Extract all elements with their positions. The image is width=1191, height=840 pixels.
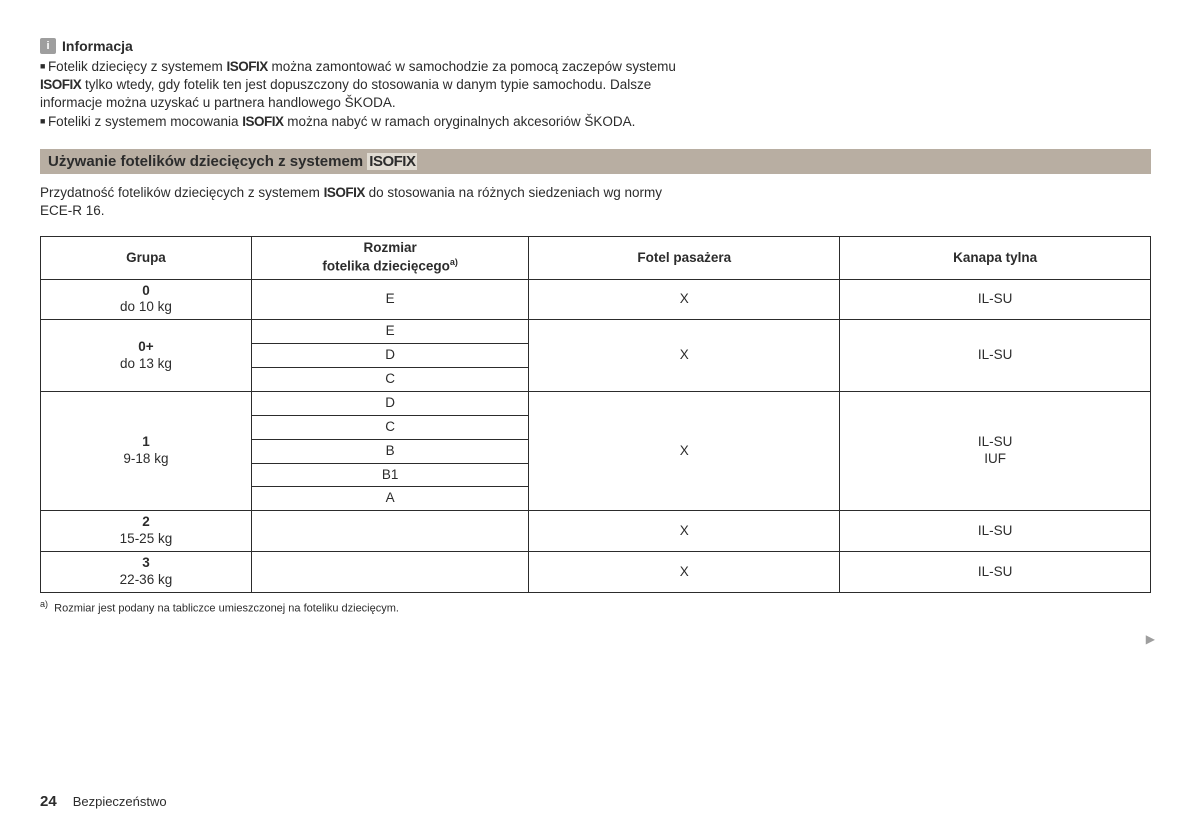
cell-grupa-3: 3 22-36 kg (41, 552, 252, 593)
isofix-label: ISOFIX (40, 77, 81, 92)
info-p1-pre: Fotelik dziecięcy z systemem (48, 59, 227, 74)
cell-kanapa: IL-SU (840, 511, 1151, 552)
cell-size-empty (251, 552, 529, 593)
footnote-text: Rozmiar jest podany na tabliczce umieszc… (54, 602, 399, 614)
cell-grupa-0p: 0+ do 13 kg (41, 320, 252, 392)
th-rozmiar: Rozmiar fotelika dziecięcegoa) (251, 237, 529, 279)
cell-size: D (251, 344, 529, 368)
g0p-bold: 0+ (138, 339, 153, 354)
th-kanapa: Kanapa tylna (840, 237, 1151, 279)
isofix-table: Grupa Rozmiar fotelika dziecięcegoa) Fot… (40, 236, 1151, 593)
cell-fotel: X (529, 320, 840, 392)
cell-fotel: X (529, 391, 840, 510)
cell-kanapa: IL-SU IUF (840, 391, 1151, 510)
cell-size: D (251, 391, 529, 415)
info-p2-pre: Foteliki z systemem mocowania (48, 114, 242, 129)
info-bullet-2: Foteliki z systemem mocowania ISOFIX moż… (40, 113, 680, 131)
g1-kanapa-l2: IUF (984, 451, 1006, 466)
g1-bold: 1 (142, 434, 150, 449)
th-fotel: Fotel pasażera (529, 237, 840, 279)
isofix-label: ISOFIX (226, 59, 267, 74)
cell-size: B1 (251, 463, 529, 487)
cell-size-empty (251, 511, 529, 552)
g2-bold: 2 (142, 514, 150, 529)
g0p-sub: do 13 kg (120, 356, 172, 371)
cell-size: C (251, 368, 529, 392)
footnote: a) Rozmiar jest podany na tabliczce umie… (40, 599, 1151, 615)
g1-sub: 9-18 kg (123, 451, 168, 466)
th-grupa: Grupa (41, 237, 252, 279)
table-row: 3 22-36 kg X IL-SU (41, 552, 1151, 593)
info-body: Fotelik dziecięcy z systemem ISOFIX możn… (40, 58, 680, 131)
cell-kanapa: IL-SU (840, 320, 1151, 392)
isofix-label: ISOFIX (242, 114, 283, 129)
continue-arrow-icon: ▶ (1146, 632, 1155, 646)
info-title: Informacja (62, 38, 133, 54)
cell-kanapa: IL-SU (840, 279, 1151, 320)
info-p2-post: można nabyć w ramach oryginalnych akceso… (284, 114, 636, 129)
table-row: 0 do 10 kg E X IL-SU (41, 279, 1151, 320)
cell-size: C (251, 415, 529, 439)
table-row: 0+ do 13 kg E X IL-SU (41, 320, 1151, 344)
cell-size: A (251, 487, 529, 511)
cell-grupa-2: 2 15-25 kg (41, 511, 252, 552)
footer-section: Bezpieczeństwo (73, 794, 167, 809)
th-rozmiar-l1: Rozmiar (364, 240, 417, 255)
section-heading-bar: Używanie fotelików dziecięcych z systeme… (40, 149, 1151, 174)
cell-size: E (251, 320, 529, 344)
cell-fotel: X (529, 552, 840, 593)
g3-sub: 22-36 kg (120, 572, 173, 587)
table-row: 1 9-18 kg D X IL-SU IUF (41, 391, 1151, 415)
page-footer: 24 Bezpieczeństwo (40, 793, 167, 810)
cell-grupa-1: 1 9-18 kg (41, 391, 252, 510)
th-rozmiar-sup: a) (450, 257, 458, 267)
footnote-marker: a) (40, 599, 48, 609)
isofix-label: ISOFIX (367, 153, 417, 170)
g0-sub: do 10 kg (120, 299, 172, 314)
cell-kanapa: IL-SU (840, 552, 1151, 593)
info-bullet-1: Fotelik dziecięcy z systemem ISOFIX możn… (40, 58, 680, 113)
page-number: 24 (40, 793, 57, 810)
intro-pre: Przydatność fotelików dziecięcych z syst… (40, 185, 324, 200)
g2-sub: 15-25 kg (120, 531, 173, 546)
info-p1-mid: można zamontować w samochodzie za pomocą… (268, 59, 676, 74)
info-heading: i Informacja (40, 38, 1151, 54)
section-title-pre: Używanie fotelików dziecięcych z systeme… (48, 153, 367, 170)
th-rozmiar-l2: fotelika dziecięcego (322, 259, 450, 274)
cell-size: E (251, 279, 529, 320)
section-intro: Przydatność fotelików dziecięcych z syst… (40, 184, 680, 220)
cell-size: B (251, 439, 529, 463)
table-row: 2 15-25 kg X IL-SU (41, 511, 1151, 552)
table-header-row: Grupa Rozmiar fotelika dziecięcegoa) Fot… (41, 237, 1151, 279)
g3-bold: 3 (142, 555, 150, 570)
g0-bold: 0 (142, 283, 150, 298)
isofix-label: ISOFIX (324, 185, 365, 200)
cell-fotel: X (529, 511, 840, 552)
cell-grupa-0: 0 do 10 kg (41, 279, 252, 320)
info-p1-post: tylko wtedy, gdy fotelik ten jest dopusz… (40, 77, 651, 110)
info-icon: i (40, 38, 56, 54)
g1-kanapa-l1: IL-SU (978, 434, 1013, 449)
cell-fotel: X (529, 279, 840, 320)
